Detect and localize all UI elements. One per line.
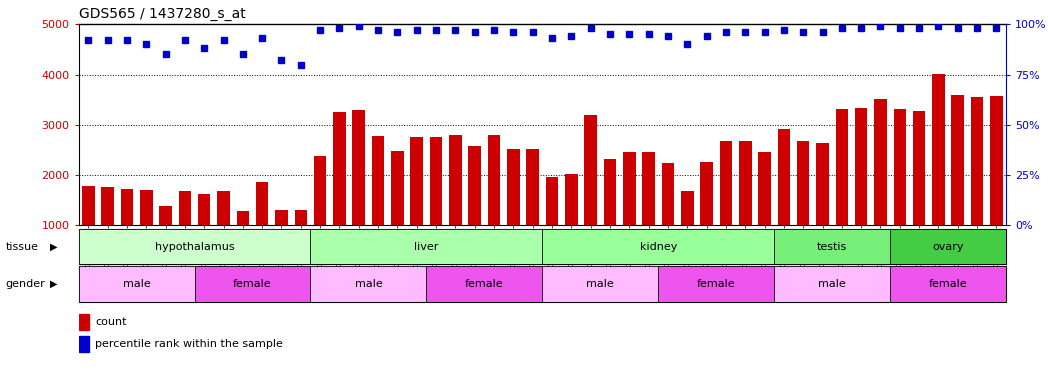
Text: hypothalamus: hypothalamus: [155, 242, 235, 252]
Text: ▶: ▶: [50, 279, 58, 289]
Bar: [507, 149, 520, 275]
Bar: [391, 151, 403, 275]
Bar: [79, 266, 195, 302]
Bar: [932, 74, 944, 275]
Text: male: male: [818, 279, 846, 289]
Bar: [623, 152, 635, 275]
Bar: [159, 206, 172, 275]
Bar: [661, 163, 674, 275]
Bar: [585, 115, 597, 275]
Bar: [310, 266, 427, 302]
Bar: [79, 336, 89, 352]
Text: ▶: ▶: [50, 242, 58, 252]
Text: count: count: [95, 317, 127, 327]
Text: male: male: [587, 279, 614, 289]
Bar: [542, 266, 658, 302]
Bar: [913, 111, 925, 275]
Bar: [681, 191, 694, 275]
Bar: [874, 99, 887, 275]
Bar: [894, 109, 907, 275]
Text: male: male: [123, 279, 151, 289]
Bar: [604, 159, 616, 275]
Bar: [79, 229, 310, 264]
Bar: [313, 156, 326, 275]
Bar: [774, 229, 890, 264]
Bar: [372, 136, 385, 275]
Bar: [102, 187, 114, 275]
Text: kidney: kidney: [639, 242, 677, 252]
Text: ovary: ovary: [933, 242, 964, 252]
Bar: [759, 152, 771, 275]
Bar: [542, 229, 774, 264]
Text: female: female: [234, 279, 271, 289]
Text: female: female: [697, 279, 736, 289]
Bar: [468, 146, 481, 275]
Bar: [835, 109, 848, 275]
Bar: [276, 210, 288, 275]
Text: tissue: tissue: [5, 242, 38, 252]
Bar: [990, 96, 1003, 275]
Bar: [195, 266, 310, 302]
Bar: [430, 137, 442, 275]
Bar: [333, 112, 346, 275]
Bar: [700, 162, 713, 275]
Bar: [642, 152, 655, 275]
Text: female: female: [465, 279, 504, 289]
Text: percentile rank within the sample: percentile rank within the sample: [95, 339, 283, 350]
Bar: [890, 266, 1006, 302]
Bar: [217, 191, 230, 275]
Text: male: male: [354, 279, 383, 289]
Bar: [237, 211, 249, 275]
Bar: [796, 141, 809, 275]
Bar: [121, 189, 133, 275]
Text: GDS565 / 1437280_s_at: GDS565 / 1437280_s_at: [79, 7, 245, 21]
Bar: [79, 314, 89, 330]
Bar: [855, 108, 868, 275]
Bar: [952, 95, 964, 275]
Bar: [198, 194, 211, 275]
Text: female: female: [929, 279, 967, 289]
Bar: [256, 182, 268, 275]
Bar: [778, 129, 790, 275]
Bar: [526, 149, 539, 275]
Bar: [720, 141, 733, 275]
Bar: [487, 135, 500, 275]
Bar: [970, 97, 983, 275]
Bar: [427, 266, 542, 302]
Text: gender: gender: [5, 279, 45, 289]
Bar: [565, 174, 577, 275]
Bar: [739, 141, 751, 275]
Bar: [411, 137, 423, 275]
Bar: [658, 266, 774, 302]
Bar: [178, 191, 191, 275]
Bar: [140, 190, 153, 275]
Bar: [450, 135, 462, 275]
Bar: [774, 266, 890, 302]
Text: liver: liver: [414, 242, 439, 252]
Bar: [310, 229, 542, 264]
Bar: [82, 186, 94, 275]
Bar: [546, 177, 559, 275]
Bar: [294, 210, 307, 275]
Bar: [352, 110, 365, 275]
Bar: [890, 229, 1006, 264]
Text: testis: testis: [817, 242, 847, 252]
Bar: [816, 143, 829, 275]
